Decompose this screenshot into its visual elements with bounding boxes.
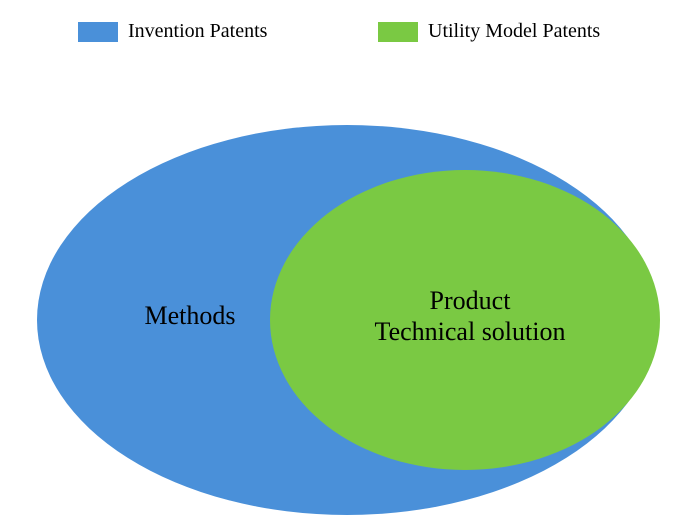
legend-swatch-utility (378, 22, 418, 42)
legend-swatch-invention (78, 22, 118, 42)
label-product-line2: Technical solution (375, 317, 566, 346)
legend-label-invention: Invention Patents (128, 20, 267, 43)
legend-label-utility: Utility Model Patents (428, 20, 600, 43)
legend-item-utility: Utility Model Patents (378, 20, 600, 43)
label-methods: Methods (110, 300, 270, 331)
label-product-line1: Product (430, 286, 511, 315)
label-methods-text: Methods (145, 301, 236, 330)
label-product: Product Technical solution (340, 285, 600, 347)
legend-item-invention: Invention Patents (78, 20, 267, 43)
